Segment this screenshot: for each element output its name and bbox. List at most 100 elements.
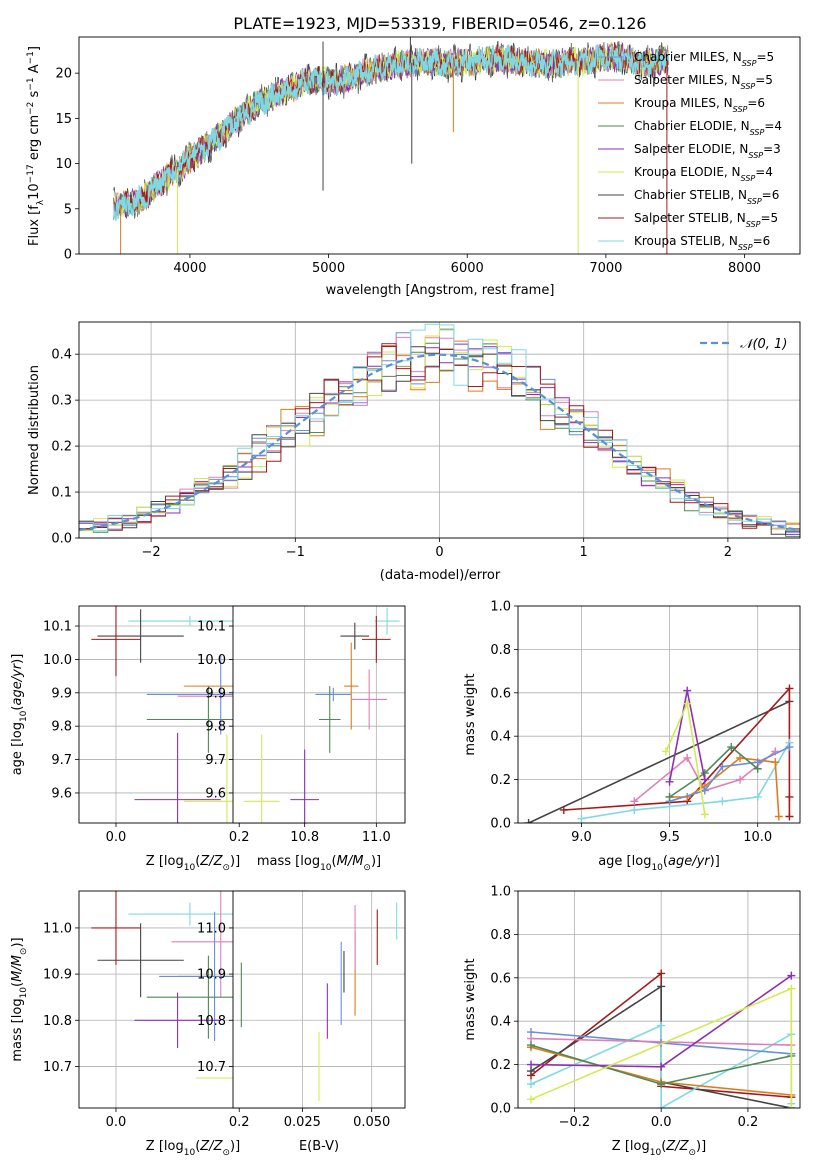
plot-marks [79,323,800,538]
weight-marker [727,743,736,752]
x-tick-label: 8000 [728,261,761,276]
legend-entry: Kroupa ELODIE, NSSP=4 [634,165,773,183]
y-tick-label: 0.1 [51,486,72,501]
x-tick-label: 5000 [312,261,345,276]
legend-entry: Kroupa MILES, NSSP=6 [634,96,765,114]
chart-weight-vs-age: 9.0 9.5 10.0 0.0 0.2 0.4 0.6 0.8 1.0 age [log10(a… [463,600,801,873]
weight-marker [527,1041,536,1050]
chart-residual-histogram: −2 −1 0 1 2 0.0 0.1 0.2 0.3 0.4 (data-model)/error… [27,321,801,583]
legend-entry: Kroupa STELIB, NSSP=6 [634,234,770,252]
weight-marker [665,777,674,786]
x-tick-label: 0.050 [353,1115,390,1130]
weight-marker [577,814,586,823]
y-tick-label: 0.0 [490,1102,511,1117]
y-tick-label: 10.9 [197,968,226,983]
y-tick-label: 11.0 [43,921,72,936]
legend-entry: Chabrier STELIB, NSSP=6 [634,188,779,206]
weight-line [528,700,790,823]
weight-marker [657,969,666,978]
x-tick-label: −2 [142,545,161,560]
normal-curve [79,353,800,531]
weight-marker [736,775,745,784]
y-tick-label: 0.2 [51,440,72,455]
y-tick-label: 1.0 [490,885,511,900]
weight-marker [527,1080,536,1089]
plot-area [233,606,405,823]
y-tick-label: 9.6 [205,786,226,801]
weight-marker [662,747,671,756]
weight-marker [700,786,709,795]
weight-line [530,1037,792,1046]
weight-marker [527,1060,536,1069]
x-tick-label: −0.2 [559,1115,591,1130]
legend-entry: Chabrier MILES, NSSP=5 [634,50,774,68]
y-tick-label: 10.1 [197,620,226,635]
weight-line [669,745,759,798]
x-tick-label: 6000 [451,261,484,276]
weight-marker [785,792,794,801]
y-tick-label: 10.8 [197,1014,226,1029]
legend-entry: Salpeter STELIB, NSSP=5 [634,211,778,229]
weight-marker [753,792,762,801]
y-tick-label: 5 [64,202,72,217]
weight-marker [657,1062,666,1071]
chart-spectrum: 4000 5000 6000 7000 8000 0 5 10 15 20 wavelength [… [26,36,801,298]
y-tick-label: 0.4 [490,730,511,745]
y-tick-label: 0.8 [490,928,511,943]
y-tick-label: 10.8 [43,1014,72,1029]
x-tick-label: 0.2 [229,1115,250,1130]
y-tick-label: 10.0 [43,653,72,668]
y-tick-label: 10.7 [197,1060,226,1075]
plot-marks [113,37,669,254]
x-tick-label: 2 [724,545,732,560]
x-tick-label: 9.5 [659,830,680,845]
weight-marker [785,684,794,693]
x-tick-label: 7000 [589,261,622,276]
y-tick-label: 15 [55,112,72,127]
y-tick-label: 10.1 [43,620,72,635]
y-tick-label: 0.4 [51,348,72,363]
y-tick-label: 9.8 [51,720,72,735]
weight-marker [753,764,762,773]
x-tick-label: 10.8 [290,830,319,845]
y-axis-label: mass weight [463,958,478,1040]
axes-frame [232,605,406,824]
figure-title: PLATE=1923, MJD=53319, FIBERID=0546, z=0… [233,14,646,33]
y-tick-label: 10.9 [43,968,72,983]
y-tick-label: 0.6 [490,971,511,986]
y-axis-label: age [log10(age/yr)] [10,654,29,776]
legend-entry: Salpeter ELODIE, NSSP=3 [634,142,781,160]
y-tick-label: 11.0 [197,921,226,936]
legend: 𝒩(0, 1) [700,337,787,352]
x-tick-label: 11.0 [362,830,391,845]
y-tick-label: 0.8 [490,643,511,658]
x-axis-label: E(B-V) [299,1139,339,1154]
y-tick-label: 0.4 [490,1015,511,1030]
axes-frame [517,605,801,824]
x-tick-label: 0.2 [229,830,250,845]
x-axis-label: mass [log10(M/M⊙)] [257,854,381,873]
y-tick-label: 9.9 [205,686,226,701]
y-tick-label: 9.8 [205,720,226,735]
weight-marker [657,1021,666,1030]
plot-marks [243,607,400,823]
plot-marks [524,684,794,823]
y-axis-label: Normed distribution [27,365,42,495]
x-axis-label: (data-model)/error [380,568,501,583]
x-tick-label: 0.2 [738,1115,759,1130]
x-tick-label: 0.0 [651,1115,672,1130]
weight-marker [665,792,674,801]
x-tick-label: 9.0 [571,830,592,845]
weight-marker [630,797,639,806]
x-axis-label: Z [log10(Z/Z⊙)] [612,1139,706,1158]
y-tick-label: 0.6 [490,686,511,701]
y-tick-label: 0.3 [51,394,72,409]
chart-age-vs-mass: 10.8 11.0 9.6 9.7 9.8 9.9 10.0 10.1 mass [log10(… [197,605,406,873]
weight-marker [657,982,666,991]
y-axis-label: mass [log10(M/M⊙)] [10,937,29,1061]
x-axis-label: Z [log10(Z/Z⊙)] [146,854,240,873]
axes-frame [78,321,801,539]
weight-marker [785,743,794,752]
x-axis-label: wavelength [Angstrom, rest frame] [326,283,555,298]
